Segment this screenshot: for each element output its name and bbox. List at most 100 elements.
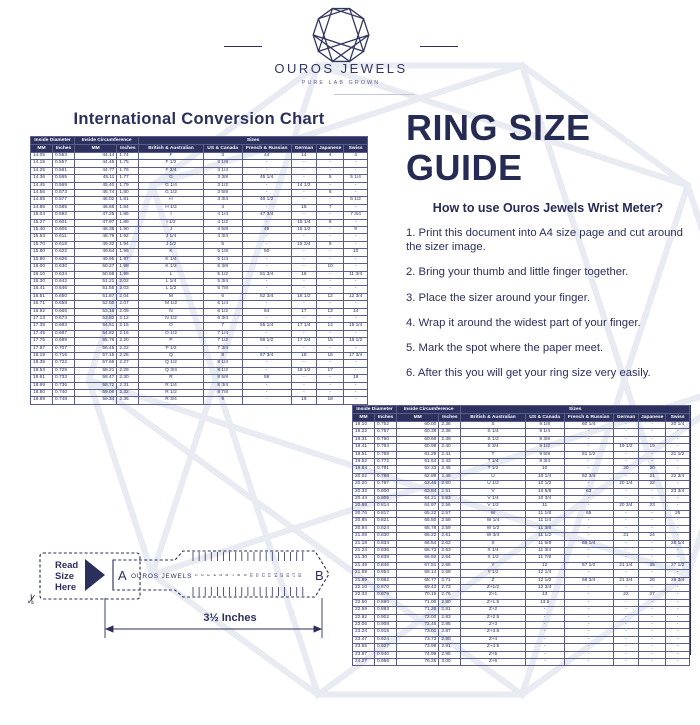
table-cell: 14.36 [30, 174, 53, 183]
table-cell: 2.39 [438, 435, 462, 445]
table-cell: - [638, 435, 667, 445]
table-cell: - [241, 359, 292, 368]
table-cell: Z+3 [460, 620, 526, 630]
table-cell: 58.72 [73, 381, 118, 391]
table-cell: X 1/2 [460, 554, 526, 563]
table-row: 22.92 0.902 72.00 2.83 Z+2.5- - - - - [352, 613, 690, 622]
table-cell: - [612, 428, 640, 437]
table-cell: F 3/4 [138, 166, 204, 176]
table-cell: 18.35 [30, 359, 53, 368]
table-row: 18.53 0.729 58.21 2.29 Q 3/4 8 1/2-18 1/2 17- [30, 366, 368, 376]
table-cell: 59.06 [73, 388, 118, 398]
table-cell: - [316, 381, 345, 391]
table-cell: 2.62 [438, 539, 462, 548]
table-cell: 21 [612, 532, 640, 541]
ruler-number: 14 [273, 573, 278, 578]
table-cell: 20.68 [352, 502, 375, 511]
table-cell: 11 1/4 [524, 517, 565, 526]
table-cell: 52.50 [73, 300, 118, 309]
table-cell: 26 [638, 576, 667, 585]
table-cell: 9 1/2 [524, 443, 565, 452]
table-cell: 57 3/4 [241, 351, 292, 361]
table-cell: 2.27 [116, 359, 140, 368]
table-cell: - [612, 420, 640, 430]
table-cell: 2.85 [438, 620, 462, 630]
table-row: 23.24 0.915 73.01 2.87 Z+3.5- - - - - [352, 628, 690, 637]
table-cell: - [638, 635, 667, 645]
table-cell: - [638, 643, 667, 652]
table-cell: F 1/2 [138, 159, 204, 168]
table-cell: 61 1/2 [563, 450, 614, 460]
table-cell: 8 1/2 [202, 366, 243, 376]
table-cell: Y [460, 561, 526, 571]
table-cell: 0.924 [374, 635, 397, 645]
table-cell: - [316, 211, 345, 220]
table-cell: - [316, 270, 345, 279]
table-cell: 50 [241, 248, 292, 257]
column-header: Japanese [638, 413, 667, 422]
table-cell: 0.821 [374, 517, 397, 526]
table-cell: - [665, 657, 690, 667]
table-cell: 58.21 [73, 366, 118, 376]
table-cell: 4 1/4 [202, 211, 243, 220]
table-cell: U 1/2 [460, 480, 526, 489]
table-cell: - [343, 159, 368, 168]
table-cell: 0.733 [52, 374, 75, 383]
table-cell: - [241, 159, 292, 168]
table-cell: 13 [316, 307, 345, 316]
table-cell: - [343, 181, 368, 191]
table-cell: T 1/2 [460, 465, 526, 474]
table-cell: 0.854 [374, 569, 397, 578]
table-cell: 0.890 [374, 598, 397, 608]
table-row: 20.44 0.805 64.21 2.53 V 1/4 10 3/4- - - - [352, 495, 690, 504]
table-cell: 17 [290, 307, 318, 316]
header-right-rule [420, 46, 458, 47]
table-cell: 10 1/2 [524, 480, 565, 489]
table-cell: 45 1/4 [241, 174, 292, 183]
table-cell: 20 [612, 465, 640, 474]
table-row: 20.94 0.824 65.78 2.59 W 1/2 11 3/8- - - - [352, 524, 690, 534]
table-cell: - [665, 546, 690, 556]
table-cell: 20.85 [352, 517, 375, 526]
table-cell: 10 [343, 248, 368, 257]
table-cell: 2.90 [438, 635, 462, 645]
table-cell: 55 1/4 [241, 322, 292, 331]
table-cell: T 1/4 [460, 458, 526, 467]
table-cell: 57.65 [73, 359, 118, 368]
table-cell: 9 [316, 240, 345, 250]
table-cell: - [665, 635, 690, 645]
table-cell: 16.30 [30, 277, 53, 287]
table-cell: W 1/2 [460, 524, 526, 534]
table-cell: 20.02 [352, 472, 375, 482]
table-cell: 10 3/4 [524, 495, 565, 504]
table-cell: 60 1/4 [563, 420, 614, 430]
table-cell: 16 1/2 [343, 337, 368, 346]
table-cell: 21.08 [352, 532, 375, 541]
table-cell: 62.89 [395, 472, 440, 482]
table-cell: - [612, 598, 640, 608]
table-cell: 14 1/2 [290, 181, 318, 191]
table-cell: - [563, 435, 614, 445]
table-cell: - [241, 300, 292, 309]
table-cell: 15 1/4 [290, 218, 318, 228]
table-cell: M [138, 292, 204, 302]
table-cell: Q 1/2 [138, 359, 204, 368]
table-cell: 0.764 [374, 443, 397, 452]
table-cell: - [665, 428, 690, 437]
table-cell: 15 1/2 [290, 226, 318, 235]
table-cell: 76.25 [395, 657, 440, 667]
table-cell: 65.50 [395, 517, 440, 526]
table-cell: - [316, 285, 345, 294]
table-cell: - [563, 620, 614, 630]
table-cell: - [290, 233, 318, 242]
table-cell: - [563, 643, 614, 652]
table-cell: J 1/4 [138, 233, 204, 242]
table-cell: - [638, 554, 667, 563]
table-cell: 11 3/8 [524, 524, 565, 534]
table-cell: 1.92 [116, 233, 140, 242]
table-cell: 2.12 [116, 314, 140, 324]
table-cell: - [343, 329, 368, 339]
table-cell: 16.51 [30, 292, 53, 302]
table-cell: Y 1/2 [460, 569, 526, 578]
ruler-scale: 1 2 3 4 5 6 7 8 9 10 11 12 13 14 15 16 17 18 [192, 552, 304, 596]
